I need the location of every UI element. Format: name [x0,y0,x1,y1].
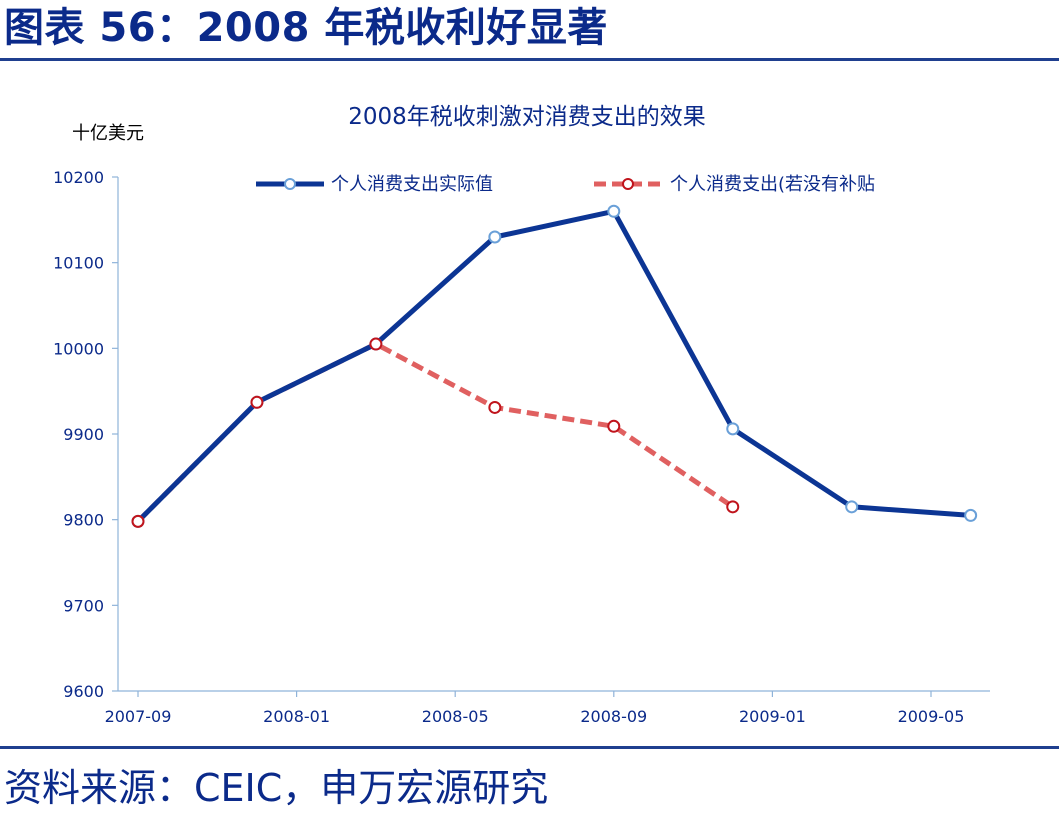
data-point-s0-2009-06 [964,508,978,522]
y-tick-label: 10000 [53,339,104,358]
legend-label-1: 个人消费支出(若没有补贴 [670,174,875,195]
data-point-s1-2008-03 [369,337,383,351]
data-point-s0-2009-03 [845,500,859,514]
data-point-s1-2008-09 [607,419,621,433]
x-tick-label: 2008-01 [263,707,330,726]
figure-title: 图表 56：2008 年税收利好显著 [4,5,608,51]
x-tick-label: 2008-05 [422,707,489,726]
y-tick-label: 9900 [63,425,104,444]
source-note: 资料来源：CEIC，申万宏源研究 [4,766,549,810]
series-line-0 [136,208,971,524]
x-tick-label: 2007-09 [105,707,172,726]
legend-marker-0 [284,178,296,190]
y-unit-label: 十亿美元 [72,123,144,144]
axes: 9600 9700 9800 9900 10000 10100 10200 2007-09 20… [53,168,990,726]
data-point-s0-2008-09 [607,204,621,218]
legend: 个人消费支出实际值 个人消费支出(若没有补贴 [256,174,875,195]
y-tick-label: 10200 [53,168,104,187]
chart-title: 2008年税收刺激对消费支出的效果 [348,104,706,130]
series-line-1 [136,341,735,524]
x-tick-label: 2009-05 [898,707,965,726]
series-layer [131,204,978,528]
data-point-s0-2008-06 [488,230,502,244]
bottom-divider [0,746,1059,749]
data-point-s1-2008-12 [726,500,740,514]
line-chart: 2008年税收刺激对消费支出的效果 十亿美元 9600 9700 9800 9900 1… [53,104,990,726]
data-point-s1-2007-09 [131,514,145,528]
x-tick-label: 2008-09 [580,707,647,726]
x-tick-label: 2009-01 [739,707,806,726]
legend-marker-1 [622,178,634,190]
data-point-s1-2007-12 [250,395,264,409]
y-tick-label: 9600 [63,682,104,701]
y-tick-label: 9700 [63,596,104,615]
data-point-s1-2008-06 [488,400,502,414]
y-tick-label: 9800 [63,511,104,530]
top-divider [0,58,1059,61]
data-point-s0-2008-12 [726,422,740,436]
legend-label-0: 个人消费支出实际值 [331,174,493,195]
y-tick-label: 10100 [53,254,104,273]
